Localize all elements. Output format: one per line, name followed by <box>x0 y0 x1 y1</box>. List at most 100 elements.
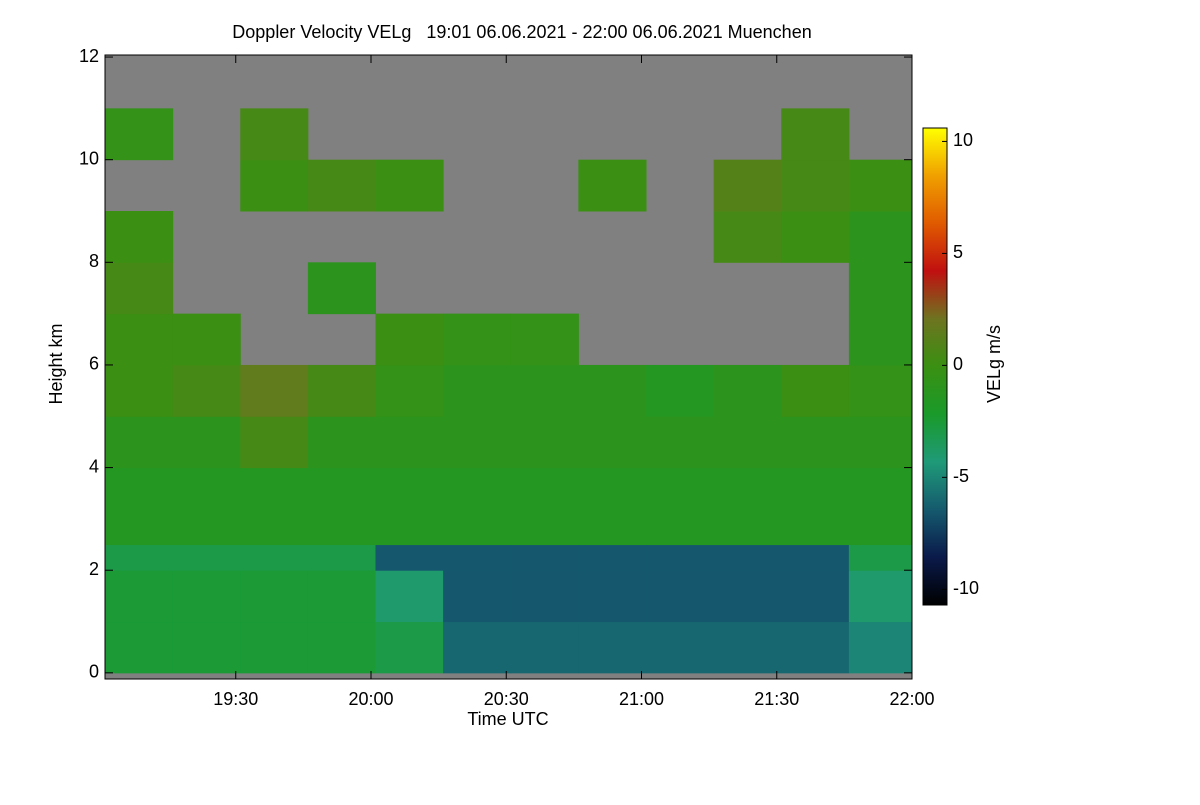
heatmap-cell <box>307 416 377 469</box>
heatmap-cell <box>443 364 512 417</box>
heatmap-cell <box>713 544 782 571</box>
heatmap-cell <box>240 621 309 674</box>
heatmap-cell <box>105 544 174 571</box>
heatmap-cell <box>240 544 309 571</box>
heatmap-cell <box>172 467 241 520</box>
heatmap-cell <box>443 518 512 546</box>
heatmap-cell <box>578 570 647 623</box>
heatmap-cell <box>172 313 241 366</box>
heatmap-cell <box>375 416 444 469</box>
heatmap-cell <box>510 518 579 546</box>
heatmap-cell <box>443 313 512 366</box>
colorbar-label: VELg m/s <box>984 325 1004 403</box>
heatmap-cell <box>375 364 444 417</box>
heatmap-cell <box>307 364 377 417</box>
heatmap-cell <box>781 518 850 546</box>
heatmap-cell <box>578 518 647 546</box>
heatmap-cell <box>646 518 715 546</box>
x-tick-label: 20:00 <box>348 689 393 709</box>
heatmap-cell <box>240 159 309 212</box>
heatmap-cell <box>713 621 782 674</box>
heatmap-cell <box>105 570 174 623</box>
heatmap-cell <box>510 570 579 623</box>
x-tick-label: 20:30 <box>484 689 529 709</box>
x-tick-label: 19:30 <box>213 689 258 709</box>
heatmap-cell <box>443 544 512 571</box>
heatmap-cell <box>646 467 715 520</box>
heatmap-cell <box>105 262 174 315</box>
heatmap-cell <box>240 364 309 417</box>
heatmap-cell <box>307 467 377 520</box>
heatmap-cell <box>240 416 309 469</box>
heatmap-cell <box>105 518 174 546</box>
heatmap-cell <box>646 364 715 417</box>
heatmap-cell <box>105 211 174 263</box>
y-tick-label: 2 <box>89 559 99 579</box>
heatmap-cell <box>848 518 913 546</box>
x-tick-label: 22:00 <box>889 689 934 709</box>
chart-title: Doppler Velocity VELg 19:01 06.06.2021 -… <box>232 22 811 42</box>
colorbar-tick-label: -5 <box>953 466 969 486</box>
y-tick-label: 12 <box>79 46 99 66</box>
heatmap-cell <box>713 211 782 263</box>
heatmap-cell <box>443 621 512 674</box>
heatmap-cell <box>307 262 377 315</box>
heatmap-cell <box>105 108 174 161</box>
heatmap-cell <box>646 416 715 469</box>
heatmap-cell <box>848 262 913 315</box>
heatmap-cell <box>848 467 913 520</box>
heatmap-cell <box>240 570 309 623</box>
heatmap-cell <box>781 159 850 212</box>
heatmap-cell <box>578 544 647 571</box>
heatmap-cell <box>510 544 579 571</box>
y-tick-label: 0 <box>89 662 99 682</box>
y-tick-label: 4 <box>89 456 99 476</box>
heatmap-cell <box>848 313 913 366</box>
heatmap-cell <box>510 313 579 366</box>
heatmap-cell <box>510 621 579 674</box>
heatmap-cell <box>713 159 782 212</box>
heatmap-cell <box>578 364 647 417</box>
heatmap-cell <box>105 416 174 469</box>
heatmap-cell <box>375 467 444 520</box>
heatmap-cell <box>781 416 850 469</box>
heatmap-cell <box>375 313 444 366</box>
heatmap-cell <box>781 364 850 417</box>
heatmap-cell <box>307 518 377 546</box>
heatmap-cell <box>375 570 444 623</box>
heatmap-cell <box>375 518 444 546</box>
heatmap-cell <box>646 544 715 571</box>
heatmap-cell <box>375 544 444 571</box>
heatmap-cell <box>713 570 782 623</box>
heatmap-cell <box>848 621 913 674</box>
heatmap-cell <box>240 518 309 546</box>
heatmap-cell <box>105 364 174 417</box>
heatmap-cell <box>646 570 715 623</box>
plot-frame <box>104 54 913 680</box>
heatmap-cell <box>781 544 850 571</box>
heatmap-cell <box>781 570 850 623</box>
heatmap-cell <box>172 364 241 417</box>
colorbar-tick-label: 5 <box>953 242 963 262</box>
heatmap-cell <box>240 108 309 161</box>
y-tick-label: 10 <box>79 148 99 168</box>
x-tick-label: 21:30 <box>754 689 799 709</box>
heatmap-cell <box>375 621 444 674</box>
heatmap-cell <box>443 467 512 520</box>
heatmap-cell <box>172 416 241 469</box>
heatmap-cell <box>307 570 377 623</box>
heatmap-cell <box>172 570 241 623</box>
heatmap-cell <box>307 159 377 212</box>
heatmap-cell <box>510 467 579 520</box>
heatmap-cell <box>240 467 309 520</box>
heatmap-cell <box>307 544 377 571</box>
heatmap-cell <box>781 108 850 161</box>
heatmap-cell <box>578 467 647 520</box>
heatmap-cell <box>713 364 782 417</box>
heatmap-cell <box>848 416 913 469</box>
heatmap-cell <box>443 416 512 469</box>
heatmap-cell <box>443 570 512 623</box>
heatmap-cell <box>848 544 913 571</box>
y-tick-label: 8 <box>89 251 99 271</box>
